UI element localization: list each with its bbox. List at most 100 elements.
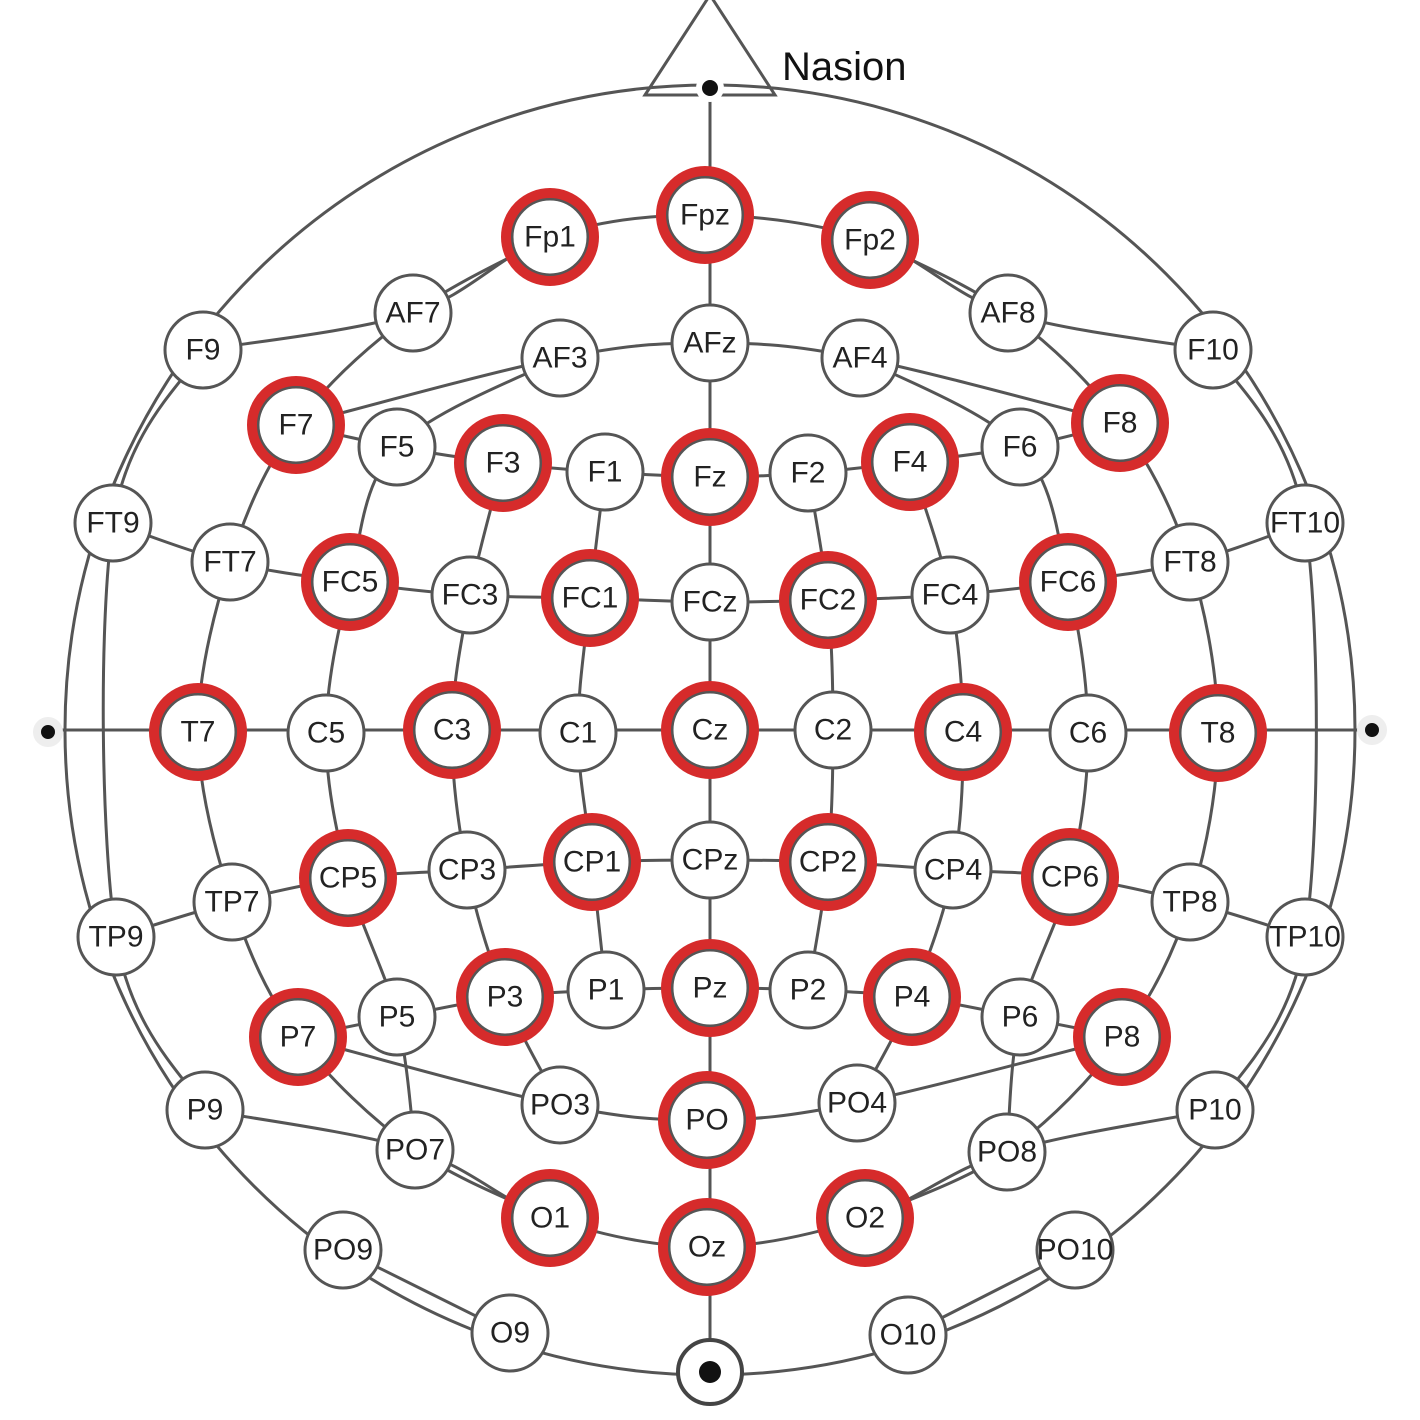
electrode-label: CP3 bbox=[438, 854, 496, 887]
electrode-p1: P1 bbox=[566, 950, 646, 1030]
electrode-cp1: CP1 bbox=[543, 813, 641, 911]
electrode-f6: F6 bbox=[980, 407, 1060, 487]
electrode-oz: Oz bbox=[658, 1198, 756, 1296]
electrode-circle bbox=[667, 1207, 747, 1287]
electrode-label: F4 bbox=[892, 446, 927, 479]
electrode-label: CP4 bbox=[924, 854, 982, 887]
nasion-label: Nasion bbox=[782, 45, 907, 89]
electrode-label: TP8 bbox=[1162, 886, 1217, 919]
electrode-circle bbox=[788, 560, 868, 640]
electrode-label: F7 bbox=[278, 409, 313, 442]
inion-dot bbox=[699, 1361, 721, 1383]
electrode-circle bbox=[1173, 310, 1253, 390]
electrode-label: F6 bbox=[1002, 431, 1037, 464]
electrode-circle bbox=[1082, 997, 1162, 1077]
highlight-ring bbox=[816, 1169, 914, 1267]
electrode-circle bbox=[463, 423, 543, 503]
electrode-label: Fp1 bbox=[524, 221, 576, 254]
electrode-circle bbox=[670, 820, 750, 900]
electrode-f3: F3 bbox=[454, 414, 552, 512]
electrode-label: T8 bbox=[1200, 717, 1235, 750]
electrode-f7: F7 bbox=[247, 376, 345, 474]
left-preauricular-dot bbox=[33, 717, 63, 747]
electrode-label: P7 bbox=[280, 1021, 317, 1054]
electrode-p2: P2 bbox=[768, 950, 848, 1030]
electrode-label: PO bbox=[685, 1104, 728, 1137]
electrode-label: TP7 bbox=[204, 886, 259, 919]
electrode-label: F8 bbox=[1102, 407, 1137, 440]
electrode-label: P4 bbox=[894, 981, 931, 1014]
electrode-circle bbox=[158, 692, 238, 772]
electrode-label: FC4 bbox=[922, 579, 979, 612]
electrode-label: FC1 bbox=[562, 582, 619, 615]
electrode-label: AF4 bbox=[832, 342, 887, 375]
electrode-circle bbox=[1265, 483, 1345, 563]
electrode-c1: C1 bbox=[538, 693, 618, 773]
electrode-af8: AF8 bbox=[968, 273, 1048, 353]
electrode-label: Pz bbox=[692, 972, 727, 1005]
electrode-t7: T7 bbox=[149, 683, 247, 781]
electrode-circle bbox=[1175, 1070, 1255, 1150]
highlight-ring bbox=[1071, 374, 1169, 472]
highlight-ring bbox=[501, 1169, 599, 1267]
electrode-circle bbox=[980, 977, 1060, 1057]
electrode-circle bbox=[310, 542, 390, 622]
electrode-po: PO bbox=[658, 1071, 756, 1169]
electrode-cp2: CP2 bbox=[779, 813, 877, 911]
electrode-o1: O1 bbox=[501, 1169, 599, 1267]
electrode-circle bbox=[550, 558, 630, 638]
highlight-ring bbox=[454, 414, 552, 512]
electrode-circle bbox=[913, 830, 993, 910]
electrode-circle bbox=[967, 1112, 1047, 1192]
electrode-fc3: FC3 bbox=[430, 555, 510, 635]
nasion-dot bbox=[696, 74, 724, 102]
electrode-f5: F5 bbox=[357, 407, 437, 487]
grid-curve bbox=[1211, 349, 1318, 1111]
electrode-circle bbox=[1028, 542, 1108, 622]
electrode-label: Fz bbox=[693, 461, 726, 494]
electrode-label: F10 bbox=[1187, 334, 1239, 367]
electrode-cp3: CP3 bbox=[427, 830, 507, 910]
electrode-p9: P9 bbox=[165, 1070, 245, 1150]
electrode-circle bbox=[980, 407, 1060, 487]
electrode-label: PO9 bbox=[313, 1234, 373, 1267]
electrode-circle bbox=[870, 422, 950, 502]
electrode-label: Fp2 bbox=[844, 224, 896, 257]
electrode-o2: O2 bbox=[816, 1169, 914, 1267]
electrode-circle bbox=[670, 562, 750, 642]
electrode-circle bbox=[670, 437, 750, 517]
electrode-f8: F8 bbox=[1071, 374, 1169, 472]
electrode-cp5: CP5 bbox=[299, 829, 397, 927]
electrode-ft10: FT10 bbox=[1265, 483, 1345, 563]
highlight-ring bbox=[501, 188, 599, 286]
electrode-fz: Fz bbox=[661, 428, 759, 526]
electrode-label: Cz bbox=[692, 714, 729, 747]
electrode-label: TP9 bbox=[88, 921, 143, 954]
electrode-circle bbox=[552, 822, 632, 902]
highlight-ring bbox=[821, 191, 919, 289]
grid-curve bbox=[101, 349, 207, 1111]
electrode-label: P6 bbox=[1002, 1001, 1039, 1034]
electrode-circle bbox=[73, 483, 153, 563]
electrode-po7: PO7 bbox=[375, 1110, 455, 1190]
electrode-fp2: Fp2 bbox=[821, 191, 919, 289]
electrode-circle bbox=[357, 977, 437, 1057]
electrode-label: O9 bbox=[490, 1317, 530, 1350]
electrode-circle bbox=[1048, 693, 1128, 773]
electrode-circle bbox=[165, 1070, 245, 1150]
electrode-po4: PO4 bbox=[817, 1063, 897, 1143]
electrode-circle bbox=[768, 950, 848, 1030]
electrode-label: P9 bbox=[187, 1094, 224, 1127]
electrode-circle bbox=[258, 997, 338, 1077]
electrode-label: P3 bbox=[487, 981, 524, 1014]
electrode-circle bbox=[510, 197, 590, 277]
electrodes: Fpz Fp1 Fp2 AF7 AF8 AF3 AFz AF4 F9 F10 F7 F5 F3 F1 Fz F… bbox=[73, 166, 1345, 1375]
highlight-ring bbox=[656, 166, 754, 264]
electrode-circle bbox=[412, 690, 492, 770]
highlight-ring bbox=[661, 681, 759, 779]
highlight-ring bbox=[658, 1071, 756, 1169]
electrode-o9: O9 bbox=[470, 1293, 550, 1373]
electrode-f1: F1 bbox=[565, 432, 645, 512]
electrode-p6: P6 bbox=[980, 977, 1060, 1057]
